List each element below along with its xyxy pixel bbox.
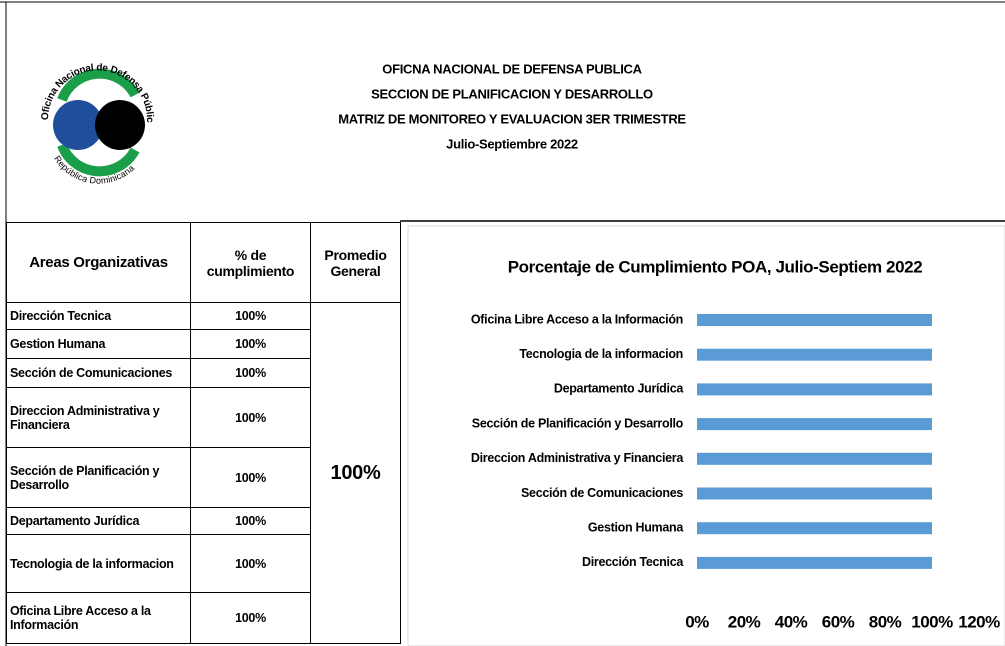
column-header: % de cumplimiento xyxy=(190,222,311,303)
table-cell: Sección de Comunicaciones xyxy=(6,358,191,388)
table-cell: 100% xyxy=(190,447,311,508)
table-cell: 100% xyxy=(190,329,311,359)
x-tick-label: 80% xyxy=(869,612,902,631)
bar xyxy=(697,418,932,431)
logo-circle xyxy=(95,100,145,150)
chart-title: Porcentaje de Cumplimiento POA, Julio-Se… xyxy=(508,257,923,276)
table-cell: Dirección Tecnica xyxy=(6,302,191,330)
category-label: Oficina Libre Acceso a la Información xyxy=(471,312,683,326)
header-line: MATRIZ DE MONITOREO Y EVALUACION 3ER TRI… xyxy=(338,111,686,126)
table-cell: 100% xyxy=(190,302,311,330)
category-label: Dirección Tecnica xyxy=(582,555,684,569)
table-cell: Sección de Planificación y Desarrollo xyxy=(6,447,191,508)
table-row: Dirección Tecnica 100% 100% xyxy=(6,302,401,644)
x-tick-label: 40% xyxy=(775,612,808,631)
x-tick-label: 100% xyxy=(911,612,953,631)
table-row: Direccion Administrativa y Financiera 100… xyxy=(6,387,401,448)
column-header: Areas Organizativas xyxy=(6,222,191,303)
category-label: Sección de Planificación y Desarrollo xyxy=(472,416,684,430)
bar xyxy=(697,452,932,465)
category-label: Gestion Humana xyxy=(588,520,684,534)
bar xyxy=(697,522,932,535)
bar xyxy=(697,383,932,396)
table-cell: 100% xyxy=(190,387,311,448)
category-label: Direccion Administrativa y Financiera xyxy=(471,451,684,465)
logo-arc xyxy=(57,68,140,102)
table-cell: Direccion Administrativa y Financiera xyxy=(6,387,191,448)
column-header: Promedio General xyxy=(310,222,401,303)
chart: Dirección Tecnica Gestion Humana Sección d… xyxy=(471,312,1001,631)
bar xyxy=(697,314,932,326)
x-tick-label: 20% xyxy=(728,612,761,631)
table-cell: 100% xyxy=(190,507,311,535)
bar xyxy=(697,348,932,361)
table-cell: Departamento Jurídica xyxy=(6,507,191,535)
bar xyxy=(697,556,932,569)
header: OFICNA NACIONAL DE DEFENSA PUBLICA SECCIO… xyxy=(338,61,687,151)
category-label: Tecnologia de la informacion xyxy=(519,347,683,361)
category-label: Departamento Jurídica xyxy=(554,382,685,396)
table-row: Gestion Humana 100% xyxy=(6,329,401,359)
table-row: Departamento Jurídica 100% xyxy=(6,507,401,535)
header-row: Areas Organizativas% de cumplimiento Prom… xyxy=(6,222,401,303)
logo-arc xyxy=(57,143,140,177)
logo: Oficina Nacional de Defensa Pública Repú… xyxy=(0,0,155,186)
x-tick-label: 120% xyxy=(958,612,1000,631)
table-cell: Tecnologia de la informacion xyxy=(6,534,191,593)
category-label: Sección de Comunicaciones xyxy=(521,486,683,500)
table-cell: 100% xyxy=(190,534,311,593)
header-line: SECCION DE PLANIFICACION Y DESARROLLO xyxy=(371,86,653,101)
table-cell: Gestion Humana xyxy=(6,329,191,359)
header-line: Julio-Septiembre 2022 xyxy=(446,136,578,151)
table: Areas Organizativas% de cumplimiento Prom… xyxy=(6,222,401,644)
table-cell: 100% xyxy=(190,358,311,388)
bar xyxy=(697,487,932,500)
table-row: Tecnologia de la informacion 100% xyxy=(6,534,401,593)
table-cell: Oficina Libre Acceso a la Información xyxy=(6,592,191,644)
chart-frame xyxy=(407,225,1005,646)
header-line: OFICNA NACIONAL DE DEFENSA PUBLICA xyxy=(382,61,642,76)
average-cell: 100% xyxy=(310,302,401,644)
logo-circle xyxy=(53,100,103,150)
table-row: Oficina Libre Acceso a la Información 100… xyxy=(6,592,401,644)
x-tick-label: 0% xyxy=(685,612,709,631)
x-tick-label: 60% xyxy=(822,612,855,631)
table-row: Sección de Planificación y Desarrollo 100… xyxy=(6,447,401,508)
table-cell: 100% xyxy=(190,592,311,644)
